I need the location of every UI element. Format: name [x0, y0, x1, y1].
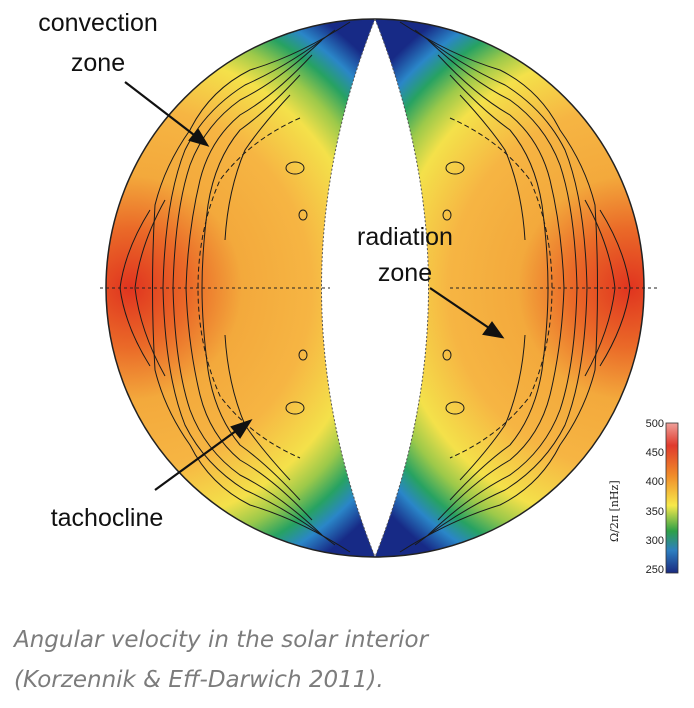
colorbar-tick: 350: [645, 506, 664, 518]
radiation-arrow: [429, 287, 493, 331]
tachocline-arrow: [154, 427, 241, 491]
colorbar-gradient: [665, 422, 679, 574]
colorbar-tick: 250: [645, 564, 664, 576]
colorbar-legend: 500 450 400 350 300 250: [636, 418, 686, 580]
radiation-zone-label: radiation zone: [330, 222, 480, 288]
caption-line1: Angular velocity in the solar interior: [14, 627, 429, 653]
right-hemisphere: [375, 19, 644, 557]
colorbar-tick: 500: [645, 418, 664, 430]
figure-caption: Angular velocity in the solar interior (…: [14, 620, 674, 700]
convection-arrowhead: [188, 128, 210, 147]
colorbar-tick: 400: [645, 476, 664, 488]
colorbar-tick: 450: [645, 447, 664, 459]
radiation-arrowhead: [482, 321, 505, 339]
contour-blobs: [285, 161, 465, 415]
colorbar-tick: 300: [645, 535, 664, 547]
convection-arrow: [124, 81, 199, 139]
tachocline-right: [449, 117, 553, 459]
radiation-label-line2: zone: [377, 259, 433, 287]
convection-zone-label: convection zone: [8, 8, 188, 78]
radiation-label-line1: radiation: [357, 223, 453, 251]
tachocline-label: tachocline: [50, 504, 164, 532]
solar-rotation-diagram: [100, 18, 679, 574]
convection-label-line2: zone: [70, 49, 126, 77]
convection-label-line1: convection: [38, 9, 158, 37]
caption-line2: (Korzennik & Eff-Darwich 2011).: [14, 667, 384, 693]
annotation-arrows: [124, 81, 505, 491]
colorbar-title: Ω/2π [nHz]: [608, 480, 621, 542]
cut-outline-left: [321, 18, 376, 558]
contour-lines-left: [119, 21, 351, 553]
tachocline-arrowhead: [230, 418, 253, 439]
tachocline-left: [197, 117, 301, 459]
cut-outline-right: [374, 18, 429, 558]
